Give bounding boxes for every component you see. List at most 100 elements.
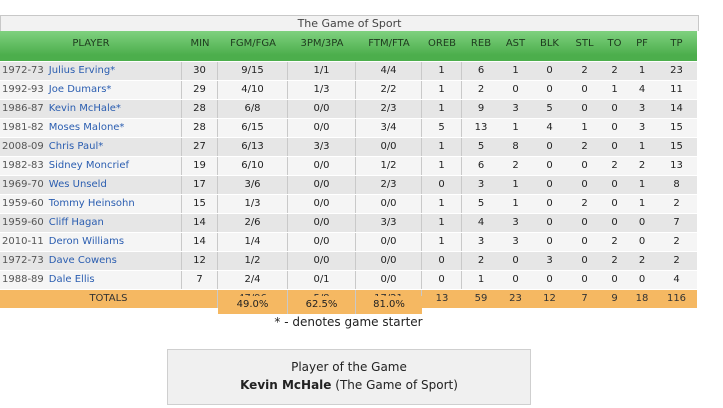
total-oreb: 13 xyxy=(435,293,449,304)
stat-reb: 6 xyxy=(477,65,485,76)
stat-ft: 3/3 xyxy=(356,214,422,232)
stat-stl: 0 xyxy=(581,255,588,266)
player-of-the-game-value: Kevin McHale (The Game of Sport) xyxy=(168,378,530,392)
stat-blk: 0 xyxy=(546,236,553,247)
stat-oreb: 1 xyxy=(422,138,462,156)
stat-ft: 0/0 xyxy=(356,233,422,251)
stat-blk: 0 xyxy=(546,141,553,152)
player-cell: 1959-60 Cliff Hagan xyxy=(0,214,182,232)
stat-tp3: 0/0 xyxy=(288,119,356,137)
player-name-link[interactable]: Dale Ellis xyxy=(48,274,95,285)
stat-tp: 13 xyxy=(670,160,683,171)
stat-to: 0 xyxy=(611,103,618,114)
stat-to: 0 xyxy=(611,179,618,190)
stat-ft: 0/0 xyxy=(356,195,422,213)
player-season: 1988-89 xyxy=(2,274,44,285)
stat-oreb: 5 xyxy=(422,119,462,137)
stat-to: 2 xyxy=(611,160,618,171)
stat-ast: 1 xyxy=(512,122,519,133)
player-name-link[interactable]: Kevin McHale* xyxy=(48,103,121,114)
column-header-oreb: OREB xyxy=(428,37,456,49)
player-name-link[interactable]: Sidney Moncrief xyxy=(48,160,130,171)
stat-stl: 0 xyxy=(581,274,588,285)
stat-stl: 1 xyxy=(581,122,588,133)
column-header-stl: STL xyxy=(575,37,594,49)
player-season: 1972-73 xyxy=(2,255,44,266)
player-name-link[interactable]: Dave Cowens xyxy=(48,255,117,266)
stat-min: 29 xyxy=(182,81,218,99)
shooting-percentages-row: 49.0% 62.5% 81.0% xyxy=(218,296,422,314)
player-cell: 1992-93 Joe Dumars* xyxy=(0,81,182,99)
stat-tp3: 0/0 xyxy=(288,214,356,232)
player-season: 1986-87 xyxy=(2,103,44,114)
player-name-link[interactable]: Wes Unseld xyxy=(48,179,107,190)
stat-fg: 6/13 xyxy=(218,138,288,156)
stat-fg: 6/8 xyxy=(218,100,288,118)
stat-pf: 2 xyxy=(638,160,646,171)
stat-fg: 1/2 xyxy=(218,252,288,270)
ft-percentage: 81.0% xyxy=(373,299,405,310)
stat-blk: 5 xyxy=(546,103,553,114)
player-name-link[interactable]: Tommy Heinsohn xyxy=(48,198,135,209)
column-header-min: MIN xyxy=(190,37,210,49)
stat-tp: 11 xyxy=(670,84,683,95)
player-name-link[interactable]: Moses Malone* xyxy=(48,122,125,133)
stat-pf: 2 xyxy=(638,255,646,266)
stat-to: 0 xyxy=(611,217,618,228)
player-name-link[interactable]: Julius Erving* xyxy=(48,65,116,76)
stat-reb: 3 xyxy=(477,236,485,247)
stat-to: 2 xyxy=(611,65,618,76)
stat-pf: 3 xyxy=(638,103,646,114)
table-row: 2008-09 Chris Paul* 27 6/13 3/3 0/0 1 5 8 0 2 0 1 15 xyxy=(0,138,697,157)
stat-fg: 3/6 xyxy=(218,176,288,194)
stat-pf: 1 xyxy=(638,141,646,152)
player-of-the-game-team: (The Game of Sport) xyxy=(335,378,458,392)
stat-blk: 4 xyxy=(546,122,553,133)
player-cell: 1969-70 Wes Unseld xyxy=(0,176,182,194)
stat-pf: 3 xyxy=(638,122,646,133)
stat-to: 2 xyxy=(611,255,618,266)
stat-ft: 2/3 xyxy=(356,100,422,118)
box-score-title: The Game of Sport xyxy=(0,15,699,31)
player-season: 1981-82 xyxy=(2,122,44,133)
player-name-link[interactable]: Joe Dumars* xyxy=(48,84,112,95)
stat-blk: 3 xyxy=(546,255,553,266)
table-row: 1959-60 Cliff Hagan 14 2/6 0/0 3/3 1 4 3 0 0 0 0 7 xyxy=(0,214,697,233)
player-name-link[interactable]: Cliff Hagan xyxy=(48,217,104,228)
stat-tp: 2 xyxy=(673,198,680,209)
stat-min: 19 xyxy=(182,157,218,175)
stat-fg: 1/3 xyxy=(218,195,288,213)
stat-ast: 1 xyxy=(512,198,519,209)
stat-to: 1 xyxy=(611,84,618,95)
stat-ft: 1/2 xyxy=(356,157,422,175)
stat-ft: 2/3 xyxy=(356,176,422,194)
stat-tp3: 3/3 xyxy=(288,138,356,156)
stat-stl: 0 xyxy=(581,179,588,190)
player-cell: 1972-73 Julius Erving* xyxy=(0,62,182,80)
three-point-percentage: 62.5% xyxy=(288,296,356,314)
stat-fg: 6/10 xyxy=(218,157,288,175)
table-row: 1992-93 Joe Dumars* 29 4/10 1/3 2/2 1 2 0 0 0 1 4 11 xyxy=(0,81,697,100)
stat-pf: 1 xyxy=(638,179,646,190)
stat-oreb: 1 xyxy=(422,214,462,232)
player-cell: 1972-73 Dave Cowens xyxy=(0,252,182,270)
player-season: 1959-60 xyxy=(2,217,44,228)
stat-blk: 0 xyxy=(546,65,553,76)
table-row: 1988-89 Dale Ellis 7 2/4 0/1 0/0 0 1 0 0 0 0 0 4 xyxy=(0,271,697,290)
total-pf: 18 xyxy=(635,293,649,304)
stat-stl: 0 xyxy=(581,160,588,171)
stat-fg: 6/15 xyxy=(218,119,288,137)
stat-fg: 2/6 xyxy=(218,214,288,232)
stat-reb: 2 xyxy=(477,255,485,266)
stat-ast: 3 xyxy=(512,236,519,247)
stat-min: 12 xyxy=(182,252,218,270)
player-of-the-game-name[interactable]: Kevin McHale xyxy=(240,378,332,392)
stat-ft: 4/4 xyxy=(356,62,422,80)
player-season: 1982-83 xyxy=(2,160,44,171)
player-name-link[interactable]: Chris Paul* xyxy=(48,141,104,152)
player-name-link[interactable]: Deron Williams xyxy=(48,236,125,247)
column-header-to: TO xyxy=(607,37,622,49)
stat-stl: 0 xyxy=(581,84,588,95)
stat-tp: 2 xyxy=(673,255,680,266)
player-season: 2008-09 xyxy=(2,141,44,152)
